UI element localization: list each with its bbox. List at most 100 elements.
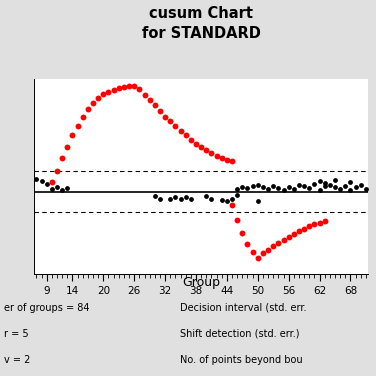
- Point: [177, 128, 183, 134]
- Point: [90, 100, 96, 106]
- Point: [358, 182, 364, 188]
- Point: [80, 114, 86, 120]
- Point: [54, 184, 60, 190]
- Point: [286, 234, 292, 240]
- Point: [280, 187, 287, 193]
- Point: [157, 196, 163, 202]
- Point: [255, 182, 261, 188]
- Point: [260, 250, 266, 256]
- Point: [219, 155, 225, 161]
- Text: Decision interval (std. err.: Decision interval (std. err.: [180, 303, 307, 313]
- Point: [39, 178, 45, 184]
- Point: [317, 186, 323, 193]
- Text: v = 2: v = 2: [4, 355, 30, 365]
- Point: [347, 179, 353, 185]
- Point: [332, 177, 338, 183]
- Point: [100, 91, 106, 97]
- Point: [208, 196, 214, 202]
- Point: [322, 218, 328, 224]
- Point: [152, 102, 158, 108]
- Point: [177, 196, 183, 202]
- Text: for STANDARD: for STANDARD: [142, 26, 261, 41]
- Point: [234, 217, 240, 223]
- Text: No. of points beyond bou: No. of points beyond bou: [180, 355, 303, 365]
- Point: [224, 157, 230, 163]
- Point: [152, 193, 158, 199]
- Text: Group: Group: [182, 276, 220, 290]
- Point: [275, 240, 281, 246]
- Point: [337, 186, 343, 192]
- Point: [291, 231, 297, 237]
- Point: [270, 243, 276, 249]
- Point: [240, 184, 246, 190]
- Point: [244, 241, 250, 247]
- Point: [234, 186, 240, 192]
- Point: [183, 194, 189, 200]
- Point: [121, 84, 127, 90]
- Point: [141, 92, 147, 98]
- Point: [157, 108, 163, 114]
- Point: [193, 141, 199, 147]
- Point: [219, 197, 225, 203]
- Text: r = 5: r = 5: [4, 329, 28, 339]
- Point: [111, 87, 117, 93]
- Point: [106, 89, 112, 95]
- Point: [240, 230, 246, 236]
- Point: [203, 147, 209, 153]
- Point: [301, 183, 307, 190]
- Point: [291, 186, 297, 192]
- Text: er of groups = 84: er of groups = 84: [4, 303, 89, 313]
- Point: [332, 184, 338, 190]
- Point: [131, 83, 137, 89]
- Point: [188, 137, 194, 143]
- Point: [255, 198, 261, 204]
- Point: [214, 153, 220, 159]
- Point: [54, 168, 60, 174]
- Point: [322, 183, 328, 190]
- Point: [311, 221, 317, 227]
- Point: [188, 196, 194, 202]
- Point: [64, 185, 70, 191]
- Point: [255, 255, 261, 261]
- Point: [296, 228, 302, 234]
- Point: [250, 183, 256, 189]
- Point: [229, 202, 235, 208]
- Point: [33, 176, 39, 182]
- Point: [208, 150, 214, 156]
- Point: [116, 85, 122, 91]
- Point: [317, 220, 323, 226]
- Point: [70, 132, 76, 138]
- Point: [244, 185, 250, 191]
- Point: [49, 186, 55, 192]
- Point: [198, 144, 204, 150]
- Point: [353, 184, 359, 190]
- Point: [95, 95, 101, 101]
- Point: [322, 180, 328, 186]
- Point: [173, 123, 179, 129]
- Point: [49, 179, 55, 185]
- Point: [44, 181, 50, 187]
- Point: [59, 155, 65, 161]
- Point: [260, 184, 266, 190]
- Point: [270, 183, 276, 189]
- Point: [347, 187, 353, 193]
- Point: [368, 183, 374, 189]
- Point: [229, 196, 235, 202]
- Point: [167, 196, 173, 202]
- Point: [250, 249, 256, 255]
- Point: [296, 182, 302, 188]
- Point: [286, 184, 292, 190]
- Point: [203, 193, 209, 199]
- Point: [275, 185, 281, 191]
- Point: [167, 118, 173, 124]
- Point: [136, 86, 143, 92]
- Point: [59, 187, 65, 193]
- Point: [311, 181, 317, 187]
- Point: [126, 83, 132, 89]
- Point: [306, 185, 312, 191]
- Point: [373, 187, 376, 193]
- Point: [301, 226, 307, 232]
- Point: [229, 158, 235, 164]
- Point: [147, 97, 153, 103]
- Point: [224, 198, 230, 204]
